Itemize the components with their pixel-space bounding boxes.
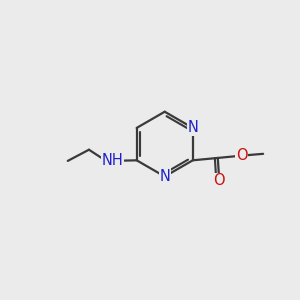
Text: N: N [187, 120, 198, 135]
Text: N: N [159, 169, 170, 184]
Text: NH: NH [102, 153, 123, 168]
Text: O: O [214, 173, 225, 188]
Text: O: O [236, 148, 248, 163]
